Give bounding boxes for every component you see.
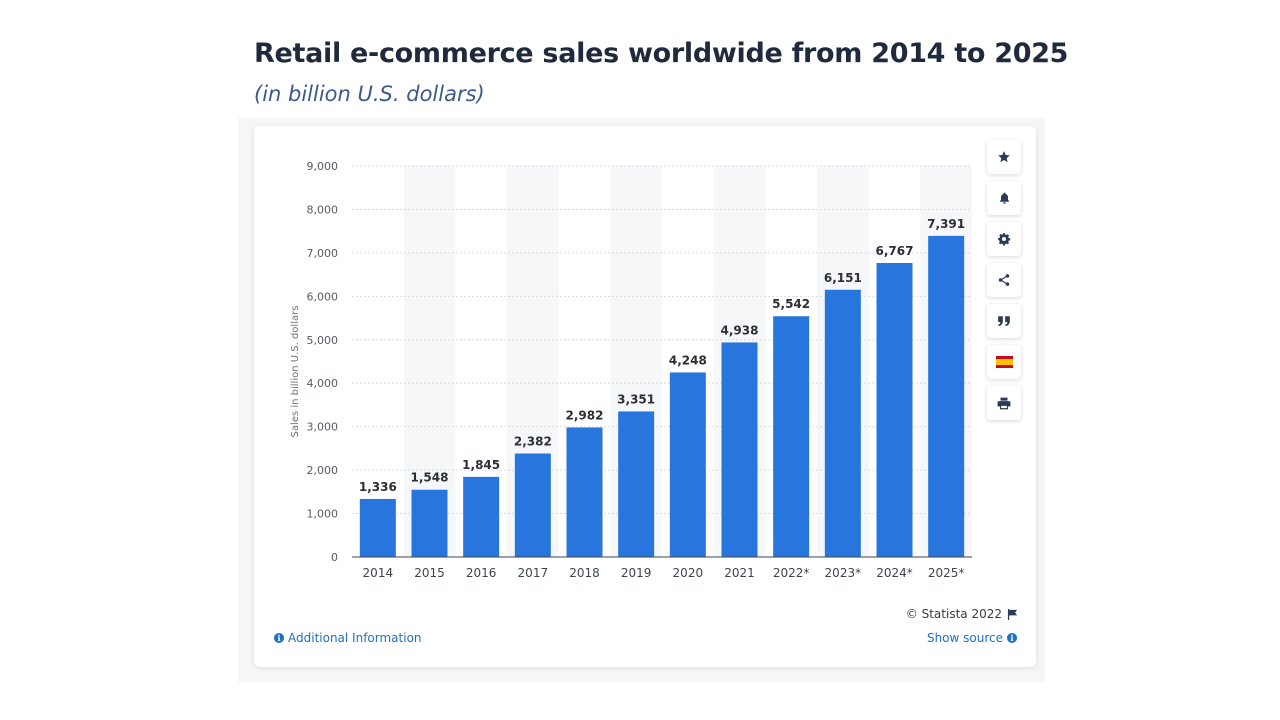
bar	[566, 427, 603, 557]
bar	[669, 372, 706, 557]
quote-icon	[998, 315, 1010, 326]
chart-toolbar	[987, 140, 1021, 420]
bar	[359, 498, 396, 557]
share-button[interactable]	[987, 263, 1021, 297]
data-label: 4,938	[721, 323, 759, 337]
data-label: 2,982	[566, 408, 604, 422]
bar	[463, 476, 500, 557]
bell-icon	[999, 192, 1009, 204]
bar	[876, 263, 913, 557]
bar	[411, 489, 448, 557]
bar	[514, 453, 551, 557]
x-tick-label: 2015	[414, 566, 445, 580]
chart-card: 0 1,000 2,000 3,000 4,000 5,000 6,000 7,000 8,00…	[254, 126, 1036, 667]
language-button[interactable]	[987, 345, 1021, 379]
show-source-label: Show source	[926, 631, 1003, 645]
x-tick-label: 2020	[673, 566, 704, 580]
y-tick-label: 1,000	[307, 508, 339, 521]
bar	[773, 316, 810, 557]
x-tick-label: 2021	[724, 566, 755, 580]
x-tick-label: 2019	[621, 566, 652, 580]
x-tick-label: 2024*	[876, 566, 913, 580]
x-tick-label: 2018	[569, 566, 600, 580]
share-icon	[998, 274, 1010, 286]
show-source-link[interactable]: Show source i	[927, 631, 1017, 645]
info-icon: i	[274, 633, 284, 643]
notification-button[interactable]	[987, 181, 1021, 215]
y-tick-label: 7,000	[307, 247, 339, 260]
data-label: 1,548	[411, 471, 449, 485]
data-label: 6,151	[824, 271, 862, 285]
favorite-button[interactable]	[987, 140, 1021, 174]
bar	[824, 289, 861, 557]
bar	[618, 411, 655, 557]
cite-button[interactable]	[987, 304, 1021, 338]
gear-icon	[998, 233, 1011, 246]
bar	[721, 342, 758, 557]
printer-icon	[997, 397, 1011, 409]
credit-text: © Statista 2022	[905, 607, 1002, 621]
y-tick-label: 9,000	[307, 160, 339, 173]
y-tick-label: 5,000	[307, 334, 339, 347]
page-subtitle: (in billion U.S. dollars)	[254, 82, 485, 106]
bar-chart: 0 1,000 2,000 3,000 4,000 5,000 6,000 7,000 8,00…	[290, 160, 972, 580]
y-tick-label: 0	[331, 551, 338, 564]
x-tick-label: 2022*	[773, 566, 810, 580]
copyright-credit[interactable]: © Statista 2022	[906, 607, 1018, 621]
data-label: 2,382	[514, 435, 552, 449]
bar	[928, 235, 965, 558]
data-label: 1,336	[359, 480, 397, 494]
x-tick-label: 2017	[518, 566, 549, 580]
y-tick-label: 6,000	[307, 290, 339, 303]
y-axis-label: Sales in billion U.S. dollars	[290, 306, 301, 438]
data-label: 4,248	[669, 353, 707, 367]
x-tick-label: 2025*	[928, 566, 965, 580]
additional-information-label: Additional Information	[288, 631, 422, 645]
star-icon	[998, 151, 1010, 163]
spain-flag-icon	[995, 356, 1013, 368]
data-label: 3,351	[617, 392, 655, 406]
x-tick-label: 2023*	[825, 566, 862, 580]
y-tick-label: 2,000	[307, 464, 339, 477]
data-label: 1,845	[462, 458, 500, 472]
data-label: 6,767	[876, 244, 914, 258]
additional-information-link[interactable]: i Additional Information	[274, 631, 422, 645]
y-tick-label: 8,000	[307, 203, 339, 216]
data-label: 7,391	[927, 217, 965, 231]
x-tick-label: 2014	[363, 566, 394, 580]
y-tick-label: 3,000	[307, 421, 339, 434]
y-tick-label: 4,000	[307, 377, 339, 390]
info-icon: i	[1007, 633, 1017, 643]
page-title: Retail e-commerce sales worldwide from 2…	[254, 38, 1069, 69]
settings-button[interactable]	[987, 222, 1021, 256]
print-button[interactable]	[987, 386, 1021, 420]
flag-icon	[1007, 608, 1018, 620]
x-tick-label: 2016	[466, 566, 497, 580]
data-label: 5,542	[772, 297, 810, 311]
